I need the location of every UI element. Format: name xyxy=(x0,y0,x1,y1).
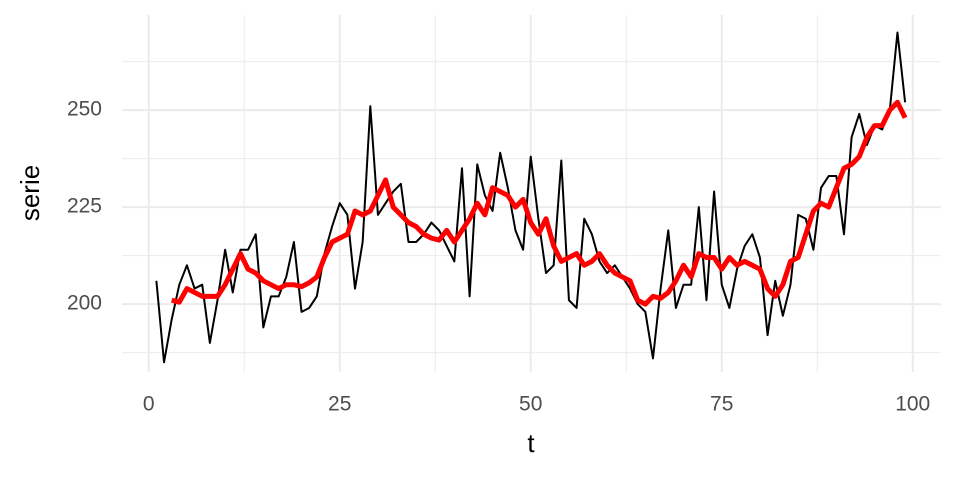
x-tick-label: 25 xyxy=(328,393,351,416)
x-tick-label: 0 xyxy=(143,393,155,416)
x-axis-title: t xyxy=(527,428,535,458)
y-axis-title: serie xyxy=(15,165,45,221)
y-tick-label: 250 xyxy=(67,98,102,121)
data-line xyxy=(171,99,908,307)
y-tick-label: 225 xyxy=(67,195,102,218)
x-tick-label: 100 xyxy=(895,393,930,416)
x-tick-label: 75 xyxy=(710,393,733,416)
y-tick-label: 200 xyxy=(67,292,102,315)
x-tick-label: 50 xyxy=(519,393,542,416)
